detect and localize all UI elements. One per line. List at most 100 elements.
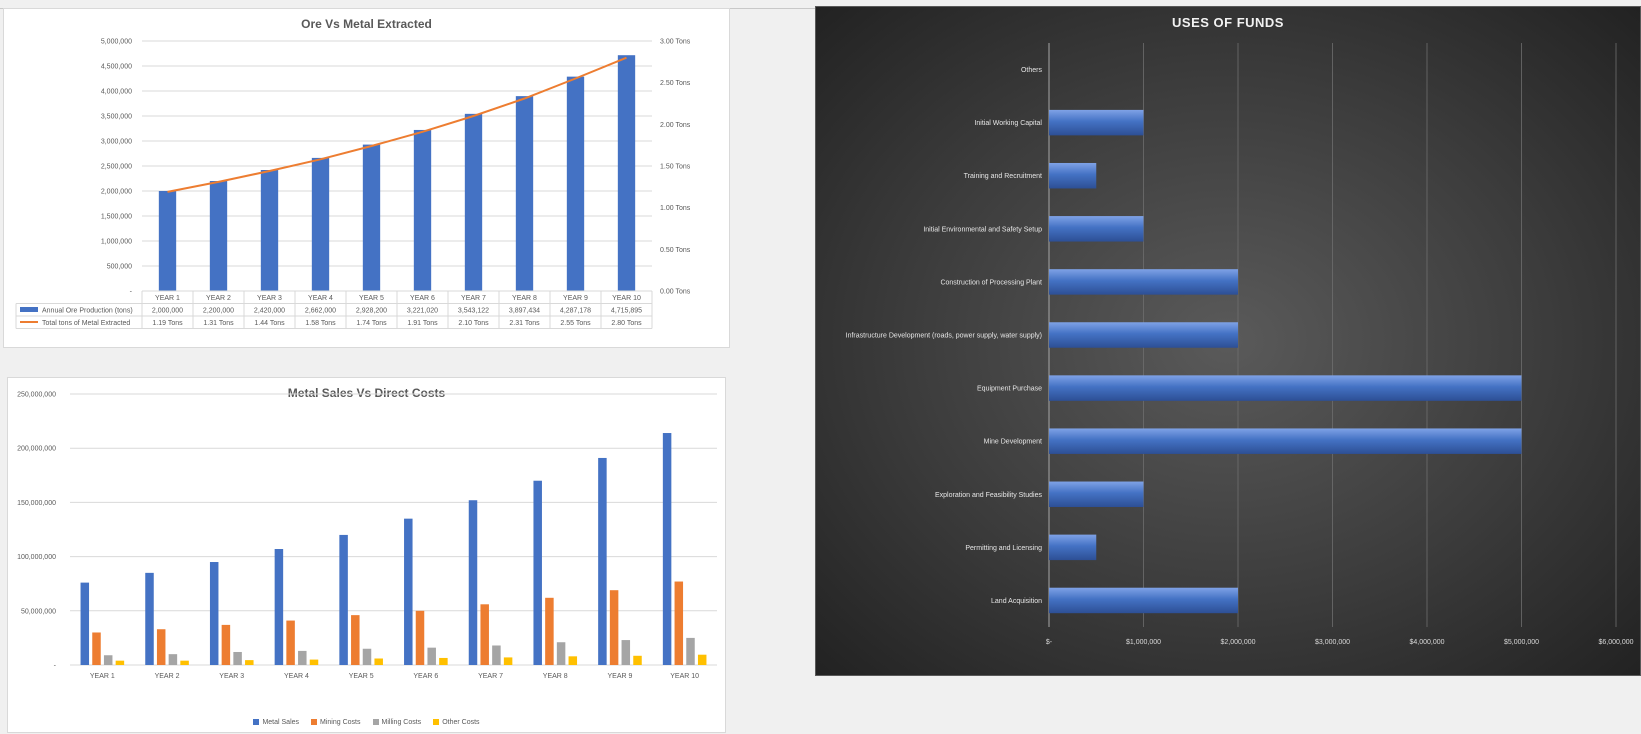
y-tick-label: 2,500,000: [101, 164, 132, 171]
y-tick-label: 1,000,000: [101, 239, 132, 246]
series-bar: [427, 647, 436, 665]
series-bar: [468, 500, 478, 665]
series-bar: [686, 637, 695, 665]
ore-bar: [311, 157, 330, 291]
y-tick-label: -: [54, 663, 57, 670]
table-cell: 1.91 Tons: [407, 320, 438, 327]
table-cell: 1.19 Tons: [152, 320, 183, 327]
y-category-label: Infrastructure Development (roads, power…: [846, 333, 1042, 340]
legend-swatch: [433, 719, 440, 725]
sales-vs-costs-plot: - 50,000,000 100,000,000 150,000,000 200,000…: [17, 392, 717, 680]
x-category-label: YEAR 4: [284, 673, 309, 680]
ore-bar: [464, 113, 483, 291]
series-bar: [662, 433, 672, 665]
series-bar: [221, 624, 231, 665]
y-category-label: Mine Development: [984, 439, 1042, 446]
x-tick-label: $4,000,000: [1409, 639, 1444, 646]
legend-item: Milling Costs: [372, 719, 422, 726]
series-bar: [233, 651, 242, 665]
x-category-label: YEAR 1: [90, 673, 115, 680]
fund-bar: [1049, 322, 1238, 348]
fund-bar: [1049, 162, 1097, 189]
uses-of-funds-chart[interactable]: USES OF FUNDS $- $1,000,000 $2,000,000 $3,0…: [815, 6, 1641, 676]
y-tick-label: -: [130, 289, 133, 296]
x-category-label: YEAR 7: [461, 295, 486, 302]
series-bar: [209, 562, 219, 665]
legend-label: Milling Costs: [381, 719, 422, 726]
series-bar: [609, 590, 619, 665]
series-bar: [339, 534, 348, 665]
series-bar: [374, 658, 383, 665]
ore-vs-metal-chart[interactable]: Ore Vs Metal Extracted - 500,000 1,000,000…: [3, 8, 730, 348]
y-category-label: Construction of Processing Plant: [940, 279, 1042, 286]
series-bar: [697, 654, 707, 665]
legend-swatch-ore: [20, 307, 38, 312]
y-tick-label: 250,000,000: [17, 392, 56, 399]
fund-bar: [1049, 481, 1144, 508]
y2-tick-label: 0.50 Tons: [660, 247, 691, 254]
table-cell: 1.31 Tons: [203, 320, 234, 327]
series-bar: [439, 657, 448, 665]
x-tick-label: $1,000,000: [1126, 639, 1161, 646]
chart-title: USES OF FUNDS: [1172, 15, 1284, 30]
legend-swatch: [253, 719, 260, 725]
y-tick-label: 3,000,000: [101, 139, 132, 146]
chart-title: Ore Vs Metal Extracted: [301, 17, 432, 31]
ore-bar: [617, 55, 636, 292]
sales-vs-costs-chart[interactable]: Metal Sales Vs Direct Costs - 50,000,000 1…: [7, 377, 726, 733]
series-bar: [568, 656, 578, 665]
table-cell: 4,715,895: [611, 308, 642, 315]
series-bar: [115, 660, 125, 665]
table-cell: 2.55 Tons: [560, 320, 591, 327]
x-category-label: YEAR 9: [563, 295, 588, 302]
x-category-label: YEAR 5: [359, 295, 384, 302]
series-bar: [415, 610, 425, 665]
y-tick-label: 100,000,000: [17, 554, 56, 561]
y-tick-label: 5,000,000: [101, 39, 132, 46]
legend-swatch: [311, 719, 318, 725]
ore-vs-metal-plot: - 500,000 1,000,000 1,500,000 2,000,000 2,500…: [15, 39, 691, 329]
table-cell: 2.80 Tons: [611, 320, 642, 327]
y-tick-label: 200,000,000: [17, 446, 56, 453]
x-category-label: YEAR 10: [670, 673, 699, 680]
x-category-label: YEAR 10: [612, 295, 641, 302]
y-category-label: Equipment Purchase: [977, 386, 1042, 393]
fund-bar: [1049, 375, 1522, 401]
y-category-label: Initial Working Capital: [974, 120, 1042, 127]
ore-bar: [362, 144, 381, 291]
ore-bar: [515, 96, 534, 292]
series-bar: [245, 660, 254, 665]
y2-tick-label: 2.00 Tons: [660, 122, 691, 129]
series-bar: [545, 597, 554, 665]
series-bar: [621, 640, 631, 665]
y-category-label: Permitting and Licensing: [965, 545, 1042, 552]
x-tick-label: $-: [1046, 639, 1053, 646]
series-bar: [598, 457, 607, 665]
y-tick-label: 1,500,000: [101, 214, 132, 221]
y-category-label: Exploration and Feasibility Studies: [935, 492, 1043, 499]
y-category-label: Land Acquisition: [991, 598, 1042, 605]
series-bar: [286, 620, 295, 665]
y2-tick-label: 1.00 Tons: [660, 205, 691, 212]
x-category-label: YEAR 2: [155, 673, 180, 680]
x-tick-label: $3,000,000: [1315, 639, 1350, 646]
series-bar: [168, 654, 178, 665]
ore-bar: [566, 76, 585, 291]
legend-item: Metal Sales: [253, 719, 299, 726]
series-bar: [80, 582, 90, 665]
x-category-label: YEAR 6: [410, 295, 435, 302]
y-category-label: Training and Recruitment: [964, 173, 1042, 180]
table-cell: 2.10 Tons: [458, 320, 489, 327]
legend-item: Other Costs: [433, 719, 480, 726]
x-category-label: YEAR 5: [349, 673, 374, 680]
x-tick-label: $2,000,000: [1220, 639, 1255, 646]
series-bar: [492, 645, 501, 665]
series-bar: [404, 518, 413, 665]
x-category-label: YEAR 9: [607, 673, 632, 680]
series-bar: [674, 581, 684, 665]
y2-tick-label: 2.50 Tons: [660, 80, 691, 87]
series-bar: [362, 648, 372, 665]
x-tick-label: $5,000,000: [1504, 639, 1539, 646]
series-bar: [480, 604, 489, 665]
table-cell: 3,897,434: [509, 308, 540, 315]
